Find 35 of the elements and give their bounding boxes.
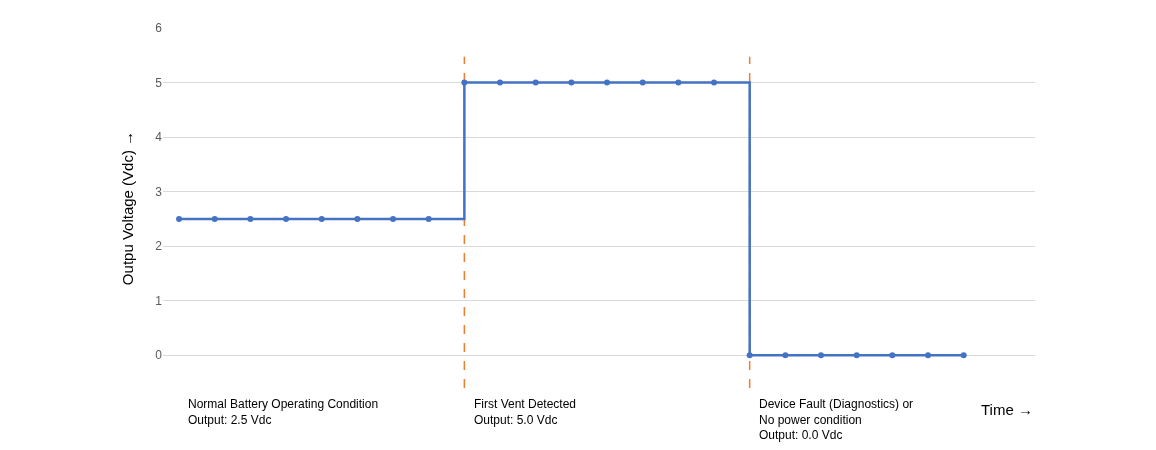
point <box>497 79 504 86</box>
y-tick-label: 2 <box>155 239 163 254</box>
point <box>639 79 646 86</box>
point <box>568 79 575 86</box>
point <box>318 215 325 222</box>
point <box>532 79 539 86</box>
point <box>675 79 682 86</box>
point <box>889 352 896 359</box>
point <box>604 79 611 86</box>
point <box>283 215 290 222</box>
y-tick-label: 6 <box>155 21 163 36</box>
text: First Vent Detected Output: 5.0 Vdc <box>474 397 577 427</box>
y-tick-label: 1 <box>155 293 163 308</box>
point <box>211 215 218 222</box>
y-axis-title: Outpu Voltage (Vdc) → <box>118 130 136 286</box>
y-tick-label: 5 <box>155 75 163 90</box>
y-tick-label: 4 <box>155 130 163 145</box>
point <box>746 352 753 359</box>
point <box>925 352 932 359</box>
point <box>390 215 397 222</box>
text: Device Fault (Diagnostics) or No power condition Output: 0.0 Vdc <box>759 397 914 443</box>
point <box>425 215 432 222</box>
point <box>782 352 789 359</box>
point <box>960 352 967 359</box>
x-axis-title: Time → <box>981 401 1033 418</box>
point <box>818 352 825 359</box>
y-tick-label: 3 <box>155 184 163 199</box>
point <box>176 215 183 222</box>
point <box>461 79 468 86</box>
point <box>354 215 361 222</box>
text: Normal Battery Operating Condition Output: 2.5 Vdc <box>188 397 379 427</box>
point <box>853 352 860 359</box>
point <box>711 79 718 86</box>
y-tick-label: 0 <box>155 348 163 363</box>
point <box>247 215 254 222</box>
